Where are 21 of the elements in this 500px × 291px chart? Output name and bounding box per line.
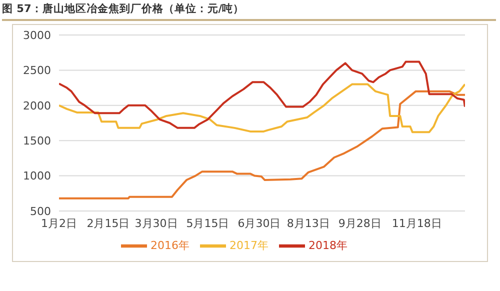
- x-tick-label: 2月15日: [86, 216, 130, 230]
- legend-label: 2017年: [230, 239, 268, 252]
- line-series: [59, 60, 465, 129]
- y-tick-label: 2000: [23, 99, 51, 112]
- x-tick-label: 5月15日: [186, 216, 230, 230]
- line-series: [59, 83, 465, 134]
- chart-title: 图 57：唐山地区冶金焦到厂价格（单位：元/吨）: [2, 2, 496, 21]
- y-tick-label: 1500: [23, 134, 51, 148]
- y-tick-label: 2500: [23, 64, 51, 78]
- line-series: [59, 90, 465, 200]
- x-tick-label: 1月2日: [41, 216, 77, 230]
- x-tick-label: 8月13日: [286, 216, 330, 230]
- legend-label: 2016年: [150, 239, 190, 252]
- x-tick-label: 3月30日: [134, 216, 178, 230]
- y-tick-label: 3000: [23, 28, 51, 42]
- x-tick-label: 9月28日: [338, 216, 382, 230]
- legend-label: 2018年: [308, 239, 348, 252]
- x-tick-label: 11月18日: [392, 216, 442, 230]
- y-tick-label: 500: [30, 204, 51, 218]
- y-tick-label: 1000: [23, 170, 51, 183]
- x-tick-label: 6月30日: [238, 216, 281, 230]
